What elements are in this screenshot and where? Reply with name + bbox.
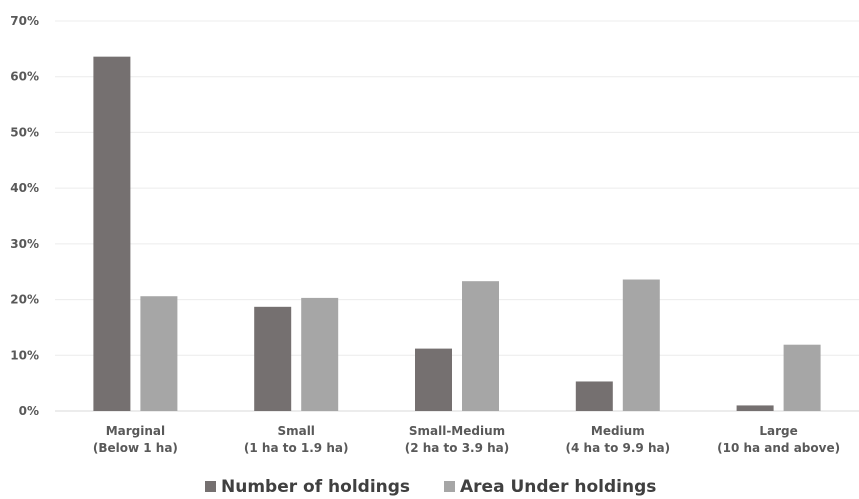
bar-area-under-holdings xyxy=(783,344,821,411)
bars xyxy=(93,56,821,412)
category-label: Medium xyxy=(591,424,645,438)
legend-swatch xyxy=(444,481,455,492)
bar-number-of-holdings xyxy=(575,381,613,411)
bar-area-under-holdings xyxy=(301,297,339,411)
legend: Number of holdings Area Under holdings xyxy=(205,477,656,497)
category-label: Small-Medium xyxy=(409,424,505,438)
y-tick-label: 60% xyxy=(10,70,39,84)
category-label: Large xyxy=(759,424,797,438)
category-sublabel: (Below 1 ha) xyxy=(93,441,178,455)
bar-area-under-holdings xyxy=(462,281,499,411)
bar-number-of-holdings xyxy=(736,405,774,411)
bar-area-under-holdings xyxy=(622,279,660,411)
y-tick-label: 40% xyxy=(10,181,39,195)
y-tick-label: 50% xyxy=(10,125,39,139)
legend-label: Area Under holdings xyxy=(460,477,656,497)
category-sublabel: (10 ha and above) xyxy=(717,441,840,455)
y-axis-ticks: 0% 10% 20% 30% 40% 50% 60% 70% xyxy=(10,14,39,418)
category-label: Small xyxy=(277,424,314,438)
bar-area-under-holdings xyxy=(140,296,178,411)
category-sublabel: (1 ha to 1.9 ha) xyxy=(244,441,349,455)
category-sublabel: (2 ha to 3.9 ha) xyxy=(405,441,510,455)
y-tick-label: 20% xyxy=(10,293,39,307)
category-label: Marginal xyxy=(106,424,165,438)
legend-label: Number of holdings xyxy=(221,477,410,497)
y-tick-label: 0% xyxy=(19,404,39,418)
y-tick-label: 10% xyxy=(10,348,39,362)
x-axis-categories: Marginal (Below 1 ha) Small (1 ha to 1.9 ha… xyxy=(93,424,840,455)
category-sublabel: (4 ha to 9.9 ha) xyxy=(566,441,671,455)
y-tick-label: 70% xyxy=(10,14,39,28)
bar-number-of-holdings xyxy=(254,306,292,411)
bar-number-of-holdings xyxy=(93,56,131,412)
legend-swatch xyxy=(205,481,216,492)
gridlines xyxy=(55,20,859,412)
bar-number-of-holdings xyxy=(415,348,452,411)
y-tick-label: 30% xyxy=(10,237,39,251)
